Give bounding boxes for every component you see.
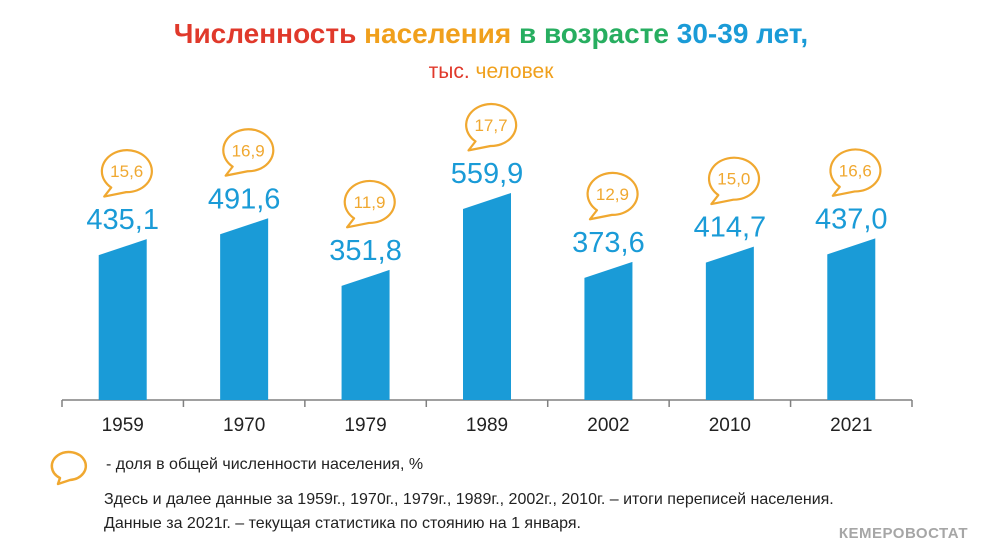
x-tick-label: 1979 (344, 415, 386, 436)
data-label: 491,6 (208, 183, 281, 215)
title-word-1: Численность (173, 18, 357, 49)
x-tick-label: 2021 (830, 415, 872, 436)
title-word-4: 30-39 лет, (676, 18, 809, 49)
x-tick-label: 1970 (223, 415, 265, 436)
chart-subtitle: тыс. человек (0, 60, 982, 84)
x-tick-label: 2002 (587, 415, 629, 436)
share-label: 17,7 (474, 116, 507, 135)
share-bubble (707, 156, 761, 206)
bar (827, 238, 876, 400)
chart-title: Численность населения в возрасте 30-39 л… (0, 18, 982, 50)
note-census: Здесь и далее данные за 1959г., 1970г., … (104, 491, 834, 508)
share-label: 16,6 (839, 161, 872, 180)
data-label: 437,0 (815, 203, 888, 235)
data-label: 351,8 (329, 235, 402, 267)
note-current: Данные за 2021г. – текущая статистика по… (104, 515, 581, 532)
speech-bubble-icon (50, 450, 88, 486)
brand-logo-text: КЕМЕРОВОСТАТ (838, 525, 968, 542)
share-bubble (586, 171, 639, 221)
x-tick-label: 1959 (102, 415, 144, 436)
title-word-3: в возрасте (518, 18, 669, 49)
data-label: 414,7 (694, 212, 767, 244)
share-bubble (829, 148, 882, 197)
share-bubble (465, 102, 518, 152)
bar (98, 239, 147, 400)
share-label: 15,0 (717, 170, 750, 189)
x-tick-label: 1989 (466, 415, 508, 436)
subtitle-word-2: человек (475, 60, 554, 83)
title-word-2: населения (364, 18, 512, 49)
data-label: 435,1 (86, 204, 159, 236)
data-label: 373,6 (572, 227, 645, 259)
share-bubble (222, 128, 275, 177)
share-label: 12,9 (596, 185, 629, 204)
share-bubble (100, 149, 153, 198)
bar (705, 246, 754, 400)
data-label: 559,9 (451, 158, 524, 190)
bar (463, 193, 511, 400)
legend-label: - доля в общей численности населения, % (106, 456, 424, 473)
share-bubble (343, 179, 396, 229)
share-label: 16,9 (232, 141, 265, 160)
subtitle-word-1: тыс. (428, 60, 470, 83)
bar (584, 261, 633, 400)
share-label: 11,9 (354, 193, 386, 212)
x-tick-label: 2010 (709, 415, 751, 436)
bar (220, 218, 269, 400)
share-label: 15,6 (110, 162, 143, 181)
bar (341, 269, 390, 400)
